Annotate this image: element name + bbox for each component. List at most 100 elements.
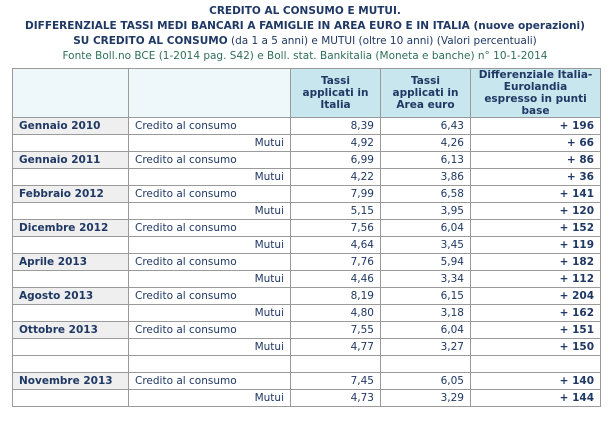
empty-cell [12,389,129,407]
rate-italy: 7,55 [290,321,381,339]
header-cell [128,68,291,118]
product: Mutui [128,338,291,356]
rate-euro: 6,13 [380,151,471,169]
rate-italy: 4,77 [290,338,381,356]
differential: + 151 [470,321,601,339]
period: Gennaio 2011 [12,151,129,169]
product: Mutui [128,304,291,322]
table-row: Mutui 4,73 3,29 + 144 [12,389,601,407]
product: Credito al consumo [128,253,291,271]
rate-italy: 8,39 [290,117,381,135]
title: CREDITO AL CONSUMO E MUTUI. [209,5,401,17]
period: Gennaio 2010 [12,117,129,135]
empty-cell [12,338,129,356]
empty-cell [470,355,601,373]
differential: + 119 [470,236,601,254]
differential: + 36 [470,168,601,186]
rate-italy: 4,64 [290,236,381,254]
table-row: Dicembre 2012 Credito al consumo 7,56 6,04 +… [12,219,601,237]
product: Credito al consumo [128,287,291,305]
subheading: SU CREDITO AL CONSUMO (da 1 a 5 anni) e … [0,34,610,49]
differential: + 182 [470,253,601,271]
product: Credito al consumo [128,321,291,339]
table-row: Aprile 2013 Credito al consumo 7,76 5,94 + 1… [12,253,601,271]
table-row: Mutui 4,77 3,27 + 150 [12,338,601,356]
rate-italy: 4,80 [290,304,381,322]
rate-euro: 6,05 [380,372,471,390]
table-row: Novembre 2013 Credito al consumo 7,45 6,05 +… [12,372,601,390]
subheading-rest: (da 1 a 5 anni) e MUTUI (oltre 10 anni) … [230,35,537,47]
header-row: Tassi applicati in Italia Tassi applicati… [12,68,601,118]
rate-euro: 3,95 [380,202,471,220]
differential: + 196 [470,117,601,135]
empty-cell [380,355,471,373]
header: CREDITO AL CONSUMO E MUTUI. DIFFERENZIAL… [0,0,610,63]
differential: + 112 [470,270,601,288]
rate-euro: 5,94 [380,253,471,271]
table-row: Mutui 5,15 3,95 + 120 [12,202,601,220]
product: Mutui [128,168,291,186]
differential: + 141 [470,185,601,203]
table-row: Agosto 2013 Credito al consumo 8,19 6,15 + 2… [12,287,601,305]
differential: + 162 [470,304,601,322]
empty-cell [128,355,291,373]
differential: + 66 [470,134,601,152]
rate-italy: 4,22 [290,168,381,186]
rate-italy: 7,56 [290,219,381,237]
rate-euro: 6,04 [380,321,471,339]
table-row: Mutui 4,64 3,45 + 119 [12,236,601,254]
empty-cell [12,202,129,220]
product: Mutui [128,202,291,220]
table-row: Mutui 4,46 3,34 + 112 [12,270,601,288]
rate-euro: 6,58 [380,185,471,203]
table-row: Gennaio 2011 Credito al consumo 6,99 6,13 + … [12,151,601,169]
rate-euro: 3,45 [380,236,471,254]
period: Agosto 2013 [12,287,129,305]
period: Ottobre 2013 [12,321,129,339]
rate-italy: 4,73 [290,389,381,407]
rate-italy: 6,99 [290,151,381,169]
empty-cell [12,270,129,288]
differential: + 144 [470,389,601,407]
source: Fonte Boll.no BCE (1-2014 pag. S42) e Bo… [62,50,548,62]
differential: + 204 [470,287,601,305]
empty-cell [290,355,381,373]
rate-italy: 8,19 [290,287,381,305]
rate-euro: 6,15 [380,287,471,305]
differential: + 120 [470,202,601,220]
table-row: Gennaio 2010 Credito al consumo 8,39 6,43 + … [12,117,601,135]
empty-cell [12,168,129,186]
product: Credito al consumo [128,372,291,390]
product: Mutui [128,270,291,288]
rate-italy: 4,46 [290,270,381,288]
empty-cell [12,355,129,373]
subtitle: DIFFERENZIALE TASSI MEDI BANCARI A FAMIG… [25,20,585,32]
product: Credito al consumo [128,117,291,135]
differential: + 152 [470,219,601,237]
table-row: Mutui 4,22 3,86 + 36 [12,168,601,186]
period: Dicembre 2012 [12,219,129,237]
table-body: Gennaio 2010 Credito al consumo 8,39 6,43 + … [12,117,601,407]
empty-cell [12,236,129,254]
product: Mutui [128,236,291,254]
period: Novembre 2013 [12,372,129,390]
column-header: Differenziale Italia-Eurolandia espresso… [470,68,601,118]
table-row: Mutui 4,92 4,26 + 66 [12,134,601,152]
rate-euro: 3,18 [380,304,471,322]
rate-euro: 3,86 [380,168,471,186]
empty-cell [12,134,129,152]
product: Mutui [128,134,291,152]
rate-euro: 6,04 [380,219,471,237]
rate-euro: 3,29 [380,389,471,407]
subheading-bold: SU CREDITO AL CONSUMO [73,35,228,47]
spacer-row [12,355,601,373]
rate-italy: 4,92 [290,134,381,152]
differential: + 86 [470,151,601,169]
column-header: Tassi applicati in Area euro [380,68,471,118]
table-row: Febbraio 2012 Credito al consumo 7,99 6,58 +… [12,185,601,203]
rate-italy: 5,15 [290,202,381,220]
product: Mutui [128,389,291,407]
column-header: Tassi applicati in Italia [290,68,381,118]
differential: + 150 [470,338,601,356]
rate-euro: 6,43 [380,117,471,135]
